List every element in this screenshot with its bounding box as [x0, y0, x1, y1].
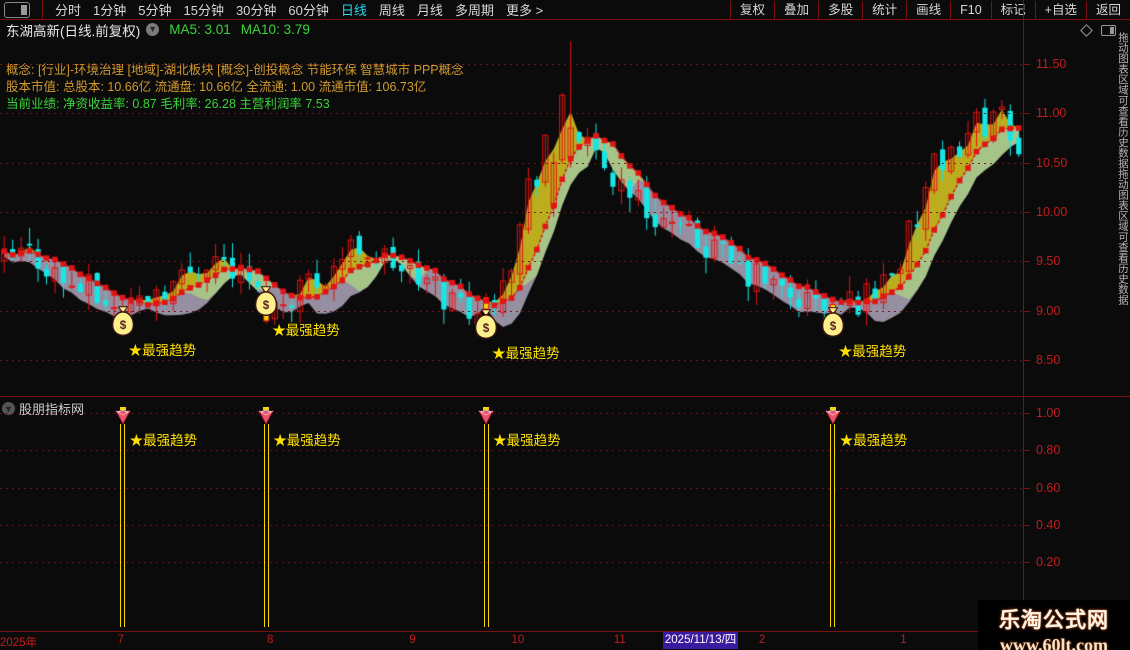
svg-text:$: $ — [483, 322, 490, 335]
svg-text:$: $ — [830, 320, 837, 333]
svg-text:$: $ — [263, 299, 270, 312]
svg-text:$: $ — [119, 318, 126, 331]
